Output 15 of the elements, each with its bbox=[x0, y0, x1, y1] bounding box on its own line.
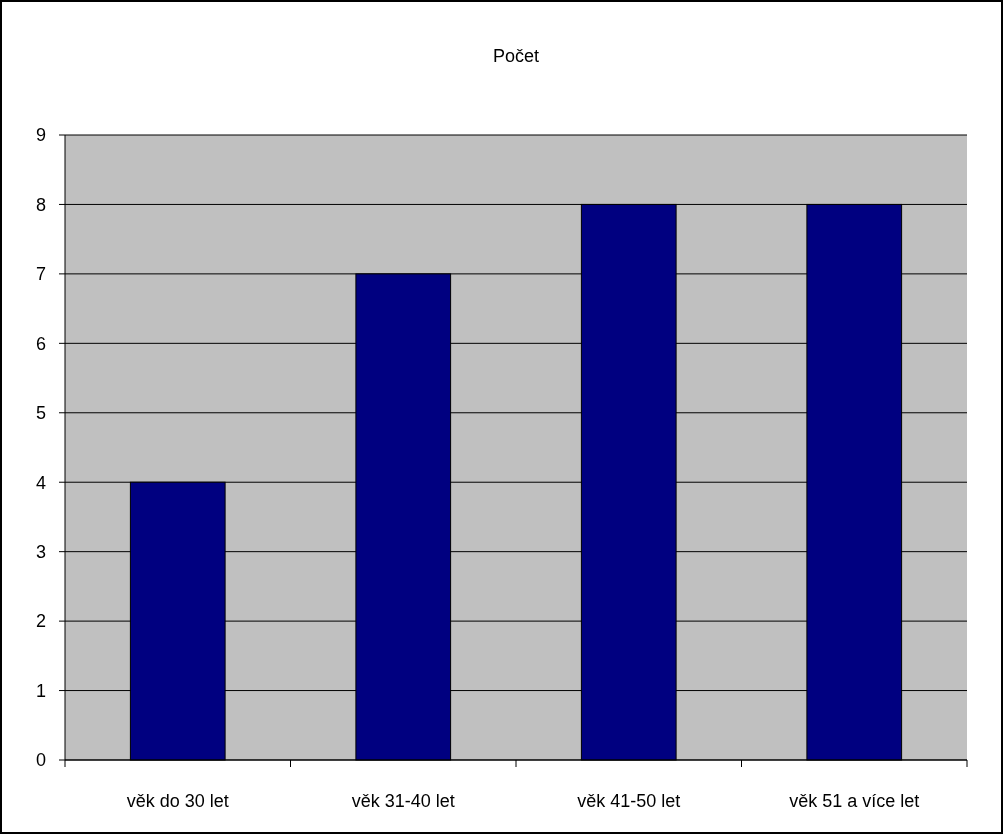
y-tick-label: 6 bbox=[35, 333, 47, 354]
x-tick-label: věk do 30 let bbox=[126, 791, 229, 811]
y-tick-label: 7 bbox=[35, 264, 47, 285]
y-tick-label: 4 bbox=[35, 472, 47, 493]
y-tick-label: 5 bbox=[35, 403, 47, 424]
x-tick-label: věk 41-50 let bbox=[577, 791, 681, 811]
chart-title: Počet bbox=[492, 46, 540, 66]
y-tick-label: 9 bbox=[35, 125, 47, 146]
x-tick-label: věk 51 a více let bbox=[789, 791, 920, 811]
y-tick-label: 0 bbox=[35, 750, 47, 771]
y-tick-label: 2 bbox=[35, 611, 47, 632]
y-tick-label: 8 bbox=[35, 194, 47, 215]
y-tick-label: 1 bbox=[35, 680, 47, 701]
x-tick-label: věk 31-40 let bbox=[351, 791, 455, 811]
y-tick-label: 3 bbox=[35, 541, 47, 562]
